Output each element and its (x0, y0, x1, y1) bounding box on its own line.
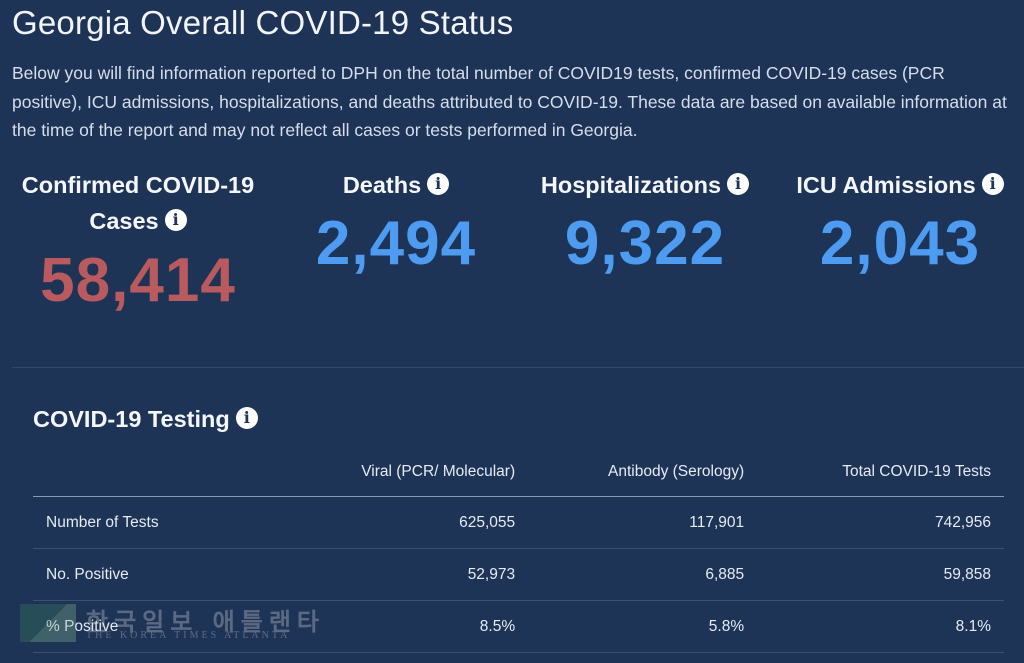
cell-value: 8.1% (757, 600, 1004, 653)
row-label: % Positive (33, 600, 274, 653)
page-title: Georgia Overall COVID-19 Status (12, 4, 514, 41)
stat-value-hospitalizations: 9,322 (564, 209, 726, 278)
cell-value: 625,055 (274, 496, 529, 549)
column-header-antibody: Antibody (Serology) (528, 448, 758, 497)
stat-value-cases: 58,414 (40, 246, 236, 315)
cell-value: 117,901 (528, 496, 758, 549)
cell-value: 52,973 (274, 548, 529, 601)
table-header-blank (33, 448, 274, 497)
stat-label-hospitalizations: Hospitalizations (540, 172, 722, 198)
cell-value: 59,858 (757, 548, 1004, 601)
stat-icu-admissions: ICU Admissions i 2,043 (780, 167, 1020, 279)
intro-text: Below you will find information reported… (12, 63, 1007, 140)
stat-label-cases-line1: Confirmed COVID-19 (21, 172, 255, 198)
info-icon[interactable]: i (235, 407, 258, 429)
table-row: Number of Tests 625,055 117,901 742,956 (33, 496, 1004, 549)
stat-confirmed-cases: Confirmed COVID-19 Cases i 58,414 (0, 167, 276, 316)
stat-hospitalizations: Hospitalizations i 9,322 (520, 167, 770, 279)
cell-value: 6,885 (528, 548, 758, 601)
stat-value-deaths: 2,494 (315, 209, 477, 278)
table-row: No. Positive 52,973 6,885 59,858 (33, 548, 1004, 601)
stat-label-deaths-row: Deaths i (278, 167, 514, 203)
stat-label-deaths: Deaths (342, 172, 422, 198)
table-header-row: Viral (PCR/ Molecular) Antibody (Serolog… (33, 448, 1004, 497)
cell-value: 742,956 (757, 496, 1004, 549)
cell-value: 8.5% (274, 600, 529, 653)
testing-section-title: COVID-19 Testing i (33, 406, 258, 433)
stat-label-hospitalizations-row: Hospitalizations i (520, 167, 770, 203)
stat-label-icu: ICU Admissions (796, 172, 976, 198)
row-label: No. Positive (33, 548, 274, 601)
table-row: % Positive 8.5% 5.8% 8.1% (33, 600, 1004, 653)
testing-title-text: COVID-19 Testing (33, 406, 230, 432)
info-icon[interactable]: i (981, 173, 1004, 195)
stat-label-cases: Cases i (0, 203, 276, 239)
stat-label-icu-row: ICU Admissions i (780, 167, 1020, 203)
info-icon[interactable]: i (427, 173, 450, 195)
stat-value-icu: 2,043 (819, 209, 981, 278)
testing-table: Viral (PCR/ Molecular) Antibody (Serolog… (33, 448, 1004, 653)
info-icon[interactable]: i (727, 173, 750, 195)
stat-label-cases-line2: Cases (89, 208, 159, 234)
column-header-total: Total COVID-19 Tests (757, 448, 1004, 497)
cell-value: 5.8% (528, 600, 758, 653)
row-label: Number of Tests (33, 496, 274, 549)
column-header-viral: Viral (PCR/ Molecular) (274, 448, 529, 497)
stat-deaths: Deaths i 2,494 (278, 167, 514, 279)
section-divider (12, 367, 1024, 368)
info-icon[interactable]: i (164, 209, 187, 231)
